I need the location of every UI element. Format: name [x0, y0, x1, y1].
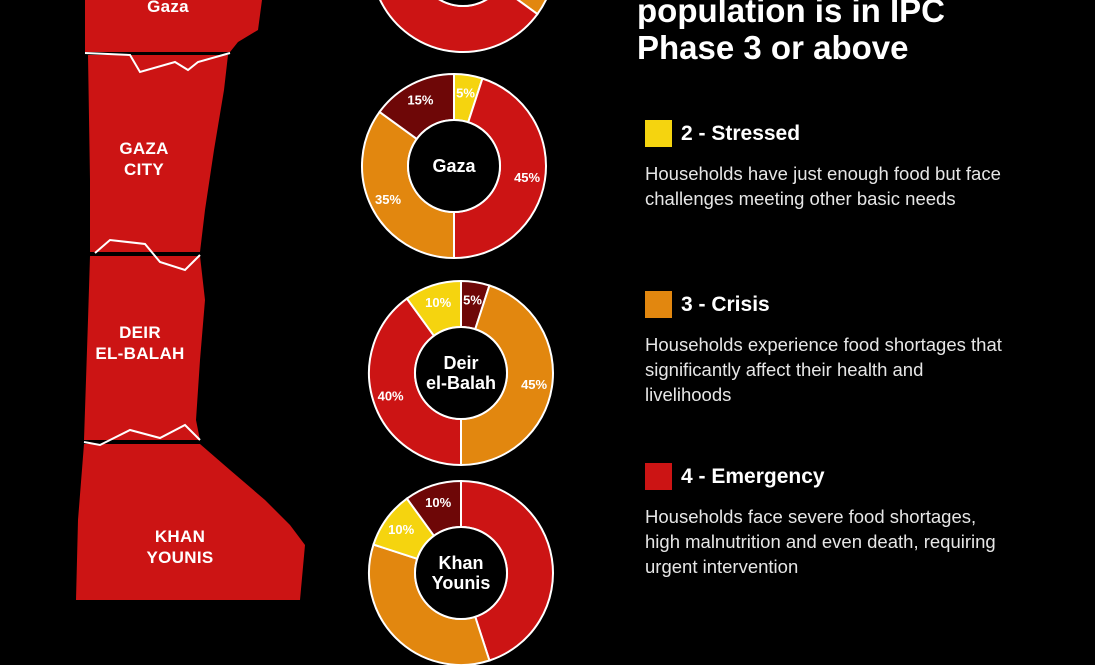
donut-gaza-label-crisis: 35% [375, 192, 401, 207]
map-region-khan-younis [76, 444, 305, 600]
donut-gaza-center-label: Gaza [432, 156, 476, 176]
donut-deir-el-balah-center-label: Deir el-Balah [425, 353, 497, 393]
legend-description-emergency: Households face severe food shortages, h… [645, 506, 996, 577]
donut-north-gaza-slice-emergency [379, 0, 539, 53]
legend-item-crisis: 3 - Crisis Households experience food sh… [645, 291, 1045, 407]
donut-deir-el-balah-center [414, 326, 508, 420]
map-label-gaza: Gaza [147, 0, 189, 16]
donut-north-gaza: 35% [371, 0, 555, 53]
map-border-north [84, 52, 231, 74]
donut-gaza: 5% 45% 35% 15% Gaza [361, 72, 547, 260]
donut-gaza-label-emergency: 45% [514, 170, 540, 185]
donut-khan-younis-label-stressed: 10% [388, 522, 414, 537]
donut-north-gaza-center-label [371, 0, 555, 52]
donut-khan-younis-center-label: Khan Younis [431, 553, 491, 593]
map-border-south [83, 423, 201, 447]
donut-north-gaza-svg: 35% [379, 0, 547, 53]
map-region-gaza-city [88, 55, 228, 252]
legend-description-crisis: Households experience food shortages tha… [645, 334, 1002, 405]
map-region-north-gaza [85, 0, 262, 52]
donut-gaza-svg: 5% 45% 35% 15% [361, 72, 547, 260]
donut-gaza-label-stressed: 5% [456, 85, 475, 100]
headline: population is in IPC Phase 3 or above [637, 0, 945, 66]
legend-swatch-stressed [645, 120, 672, 147]
donut-khan-younis: 10% 10% Khan Younis [368, 479, 554, 665]
headline-line-2: Phase 3 or above [637, 29, 909, 66]
donut-north-gaza-center [438, 0, 488, 7]
donut-north-gaza-slice-crisis [516, 0, 547, 16]
donut-khan-younis-label-catastrophe: 10% [425, 495, 451, 510]
legend-swatch-emergency [645, 463, 672, 490]
map-border-middle [94, 238, 201, 272]
legend-item-emergency: 4 - Emergency Households face severe foo… [645, 463, 1045, 579]
donut-deir-el-balah-label-stressed: 10% [425, 295, 451, 310]
legend-swatch-crisis [645, 291, 672, 318]
map-label-khan-younis: KHAN YOUNIS [146, 527, 214, 567]
map-region-deir-el-balah [84, 256, 205, 440]
donut-deir-el-balah-label-crisis: 45% [521, 377, 547, 392]
gaza-strip-map [76, 0, 305, 600]
donut-deir-el-balah: 5% 45% 40% 10% Deir el-Balah [368, 279, 554, 467]
donut-gaza-center [407, 119, 501, 213]
donut-deir-el-balah-svg: 5% 45% 40% 10% [368, 279, 554, 467]
donut-deir-el-balah-label-catastrophe: 5% [463, 292, 482, 307]
legend-title-stressed: 2 - Stressed [681, 121, 801, 145]
legend-description-stressed: Households have just enough food but fac… [645, 163, 1001, 209]
map-label-deir-el-balah: DEIR EL-BALAH [95, 323, 185, 363]
legend-item-stressed: 2 - Stressed Households have just enough… [645, 120, 1045, 211]
map-label-gaza-city: GAZA CITY [119, 139, 169, 179]
legend-title-emergency: 4 - Emergency [681, 464, 825, 488]
headline-line-1: population is in IPC [637, 0, 945, 29]
donut-gaza-label-catastrophe: 15% [407, 93, 433, 108]
donut-deir-el-balah-label-emergency: 40% [378, 388, 404, 403]
legend-title-crisis: 3 - Crisis [681, 292, 770, 316]
